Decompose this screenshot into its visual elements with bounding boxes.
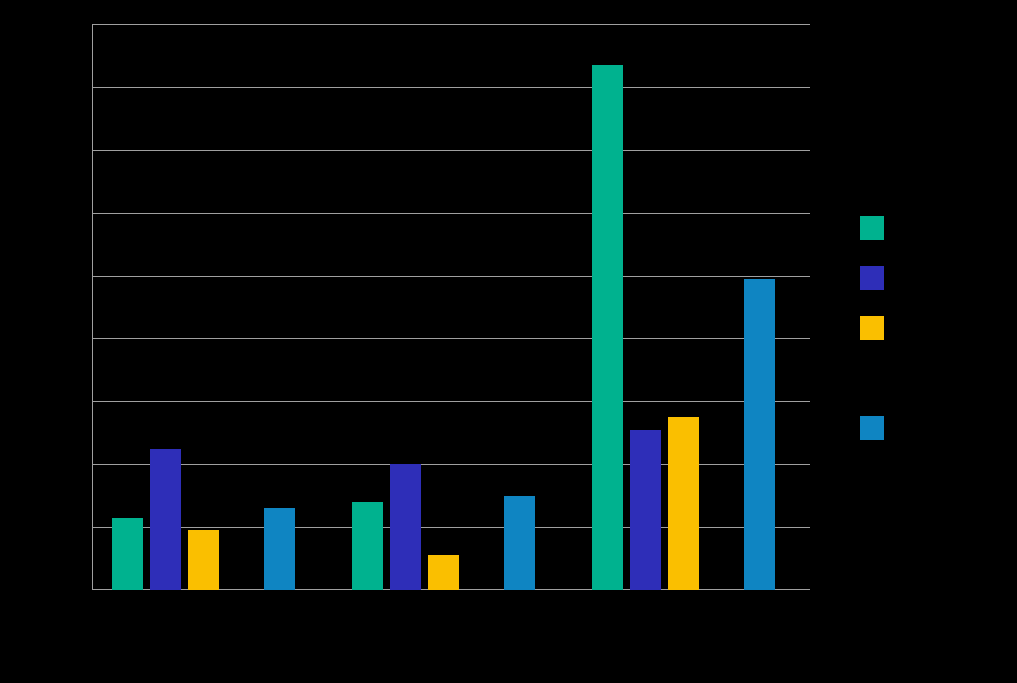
legend-swatch-s2: [860, 266, 884, 290]
bar-c1-s1: [112, 518, 143, 590]
gridline: [92, 87, 810, 88]
gridline: [92, 401, 810, 402]
bar-c1-s3: [188, 530, 219, 590]
bar-c3-s2: [630, 430, 661, 590]
bar-c2-s5: [504, 496, 535, 590]
legend-item-s2: [860, 266, 894, 290]
legend-swatch-s3: [860, 316, 884, 340]
gridline: [92, 24, 810, 25]
bar-c1-s2: [150, 449, 181, 591]
bar-c2-s2: [390, 464, 421, 590]
gridline: [92, 150, 810, 151]
gridline: [92, 276, 810, 277]
legend-swatch-s4: [860, 366, 884, 390]
plot-area: [92, 24, 810, 590]
legend-item-s3: [860, 316, 894, 340]
gridline: [92, 213, 810, 214]
legend: [860, 216, 894, 466]
bar-c2-s3: [428, 555, 459, 590]
legend-swatch-s1: [860, 216, 884, 240]
bar-c3-s3: [668, 417, 699, 590]
chart-container: { "chart": { "type": "bar-grouped", "bac…: [0, 0, 1017, 683]
bar-c2-s1: [352, 502, 383, 590]
y-axis: [92, 24, 93, 590]
bar-c3-s5: [744, 279, 775, 590]
legend-item-s4: [860, 366, 894, 390]
legend-swatch-s5: [860, 416, 884, 440]
gridline: [92, 338, 810, 339]
gridline: [92, 464, 810, 465]
gridline: [92, 527, 810, 528]
bar-c1-s5: [264, 508, 295, 590]
bar-c3-s1: [592, 65, 623, 590]
legend-item-s1: [860, 216, 894, 240]
legend-item-s5: [860, 416, 894, 440]
